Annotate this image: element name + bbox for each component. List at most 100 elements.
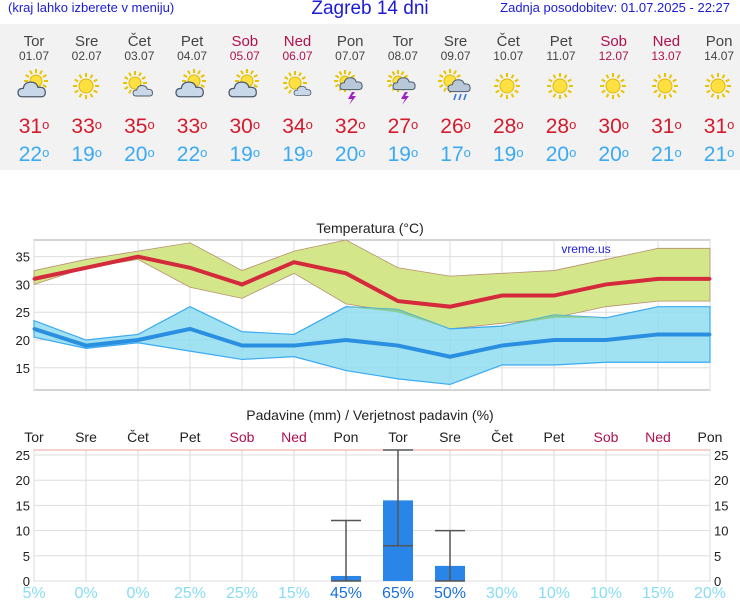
- min-temperature-point: [708, 332, 712, 336]
- day-date: 14.07: [704, 49, 735, 63]
- max-temperature-line: [33, 254, 710, 309]
- min-temperature-point: [396, 344, 400, 348]
- precipitation-x-label: Sre: [439, 429, 461, 445]
- day-name: Ned: [283, 33, 312, 50]
- day-date: 08.07: [387, 49, 418, 63]
- precipitation-x-label: Tor: [388, 429, 408, 445]
- max-temperature-point: [552, 294, 556, 298]
- precipitation-probability: 5%: [22, 585, 45, 600]
- min-temperature: 22o: [18, 143, 50, 166]
- max-temperature: 30o: [229, 115, 261, 138]
- temperature-y-tick: 30: [16, 277, 30, 292]
- sunny-icon: [482, 68, 534, 106]
- day-name: Pon: [705, 33, 733, 50]
- day-name: Pet: [180, 33, 204, 50]
- daily-forecast-strip: Tor 01.07 31o 22o Sre 02.07 33o 19o Čet 03.07 35o 2…: [0, 24, 740, 170]
- min-temperature: 22o: [176, 143, 208, 166]
- day-name: Sre: [443, 33, 468, 50]
- day-column: Ned 06.07 34o 19o: [272, 24, 324, 166]
- max-temperature-point: [604, 282, 608, 286]
- day-column: Pet 04.07 33o 22o: [166, 24, 218, 166]
- precipitation-probability: 10%: [590, 585, 622, 600]
- max-temperature-band: [33, 239, 711, 330]
- precipitation-probability: 45%: [330, 585, 362, 600]
- min-temperature: 21o: [651, 143, 682, 166]
- min-temperature: 20o: [124, 143, 155, 166]
- min-temperature: 19o: [71, 143, 102, 166]
- max-temperature-point: [448, 305, 452, 309]
- precipitation-y-tick-left: 5: [23, 549, 30, 564]
- precipitation-y-tick-right: 25: [714, 448, 728, 463]
- day-column: Pon 07.07 32o 20o: [324, 24, 376, 166]
- min-temperature-line: [33, 326, 710, 359]
- day-date: 02.07: [71, 49, 102, 63]
- temperature-y-tick: 35: [16, 250, 30, 265]
- max-temperature: 31o: [651, 115, 682, 138]
- max-temperature-point: [500, 294, 504, 298]
- day-date: 01.07: [18, 49, 50, 63]
- day-column: Čet 03.07 35o 20o: [113, 24, 165, 166]
- sun-rain-icon: [430, 68, 482, 106]
- sun-cloud-icon: [113, 68, 165, 106]
- day-name: Tor: [23, 33, 45, 50]
- precipitation-x-label: Sob: [230, 429, 255, 445]
- precipitation-y-tick-left: 10: [16, 524, 30, 539]
- max-temperature: 26o: [440, 115, 471, 138]
- precipitation-y-tick-right: 20: [714, 473, 728, 488]
- precipitation-plot-area: [33, 449, 711, 582]
- max-temperature-point: [344, 271, 348, 275]
- max-temperature: 28o: [493, 115, 524, 138]
- precipitation-y-tick-left: 20: [16, 473, 30, 488]
- day-date: 10.07: [493, 49, 524, 63]
- max-temperature: 30o: [598, 115, 629, 138]
- thunderstorm-icon: [324, 68, 376, 106]
- day-name: Sre: [75, 33, 99, 50]
- precipitation-probability: 50%: [434, 585, 466, 600]
- precipitation-x-label: Sob: [594, 429, 619, 445]
- day-column: Pet 11.07 28o 20o: [535, 24, 587, 166]
- precipitation-probability: 30%: [486, 585, 518, 600]
- day-date: 05.07: [229, 49, 260, 63]
- location-hint: (kraj lahko izberete v meniju): [8, 0, 175, 15]
- precipitation-x-label: Sre: [75, 429, 97, 445]
- watermark: vreme.us: [561, 242, 610, 256]
- min-temperature-band: [33, 305, 711, 386]
- page-title: Zagreb 14 dni: [311, 0, 429, 19]
- precipitation-x-label: Pon: [334, 429, 359, 445]
- sunny-icon: [693, 68, 740, 106]
- day-date: 12.07: [598, 49, 629, 63]
- max-temperature-point: [188, 266, 192, 270]
- day-column: Ned 13.07 31o 21o: [640, 24, 692, 166]
- precipitation-probability: 15%: [642, 585, 674, 600]
- partly-cloudy-icon: [166, 68, 218, 106]
- partly-cloudy-icon: [219, 68, 271, 106]
- precipitation-x-label: Pet: [179, 429, 200, 445]
- max-temperature-point: [708, 277, 712, 281]
- min-temperature-point: [84, 344, 88, 348]
- precipitation-x-label: Pet: [543, 429, 564, 445]
- min-temperature: 19o: [229, 143, 261, 166]
- min-temperature-point: [136, 338, 140, 342]
- max-temperature: 35o: [124, 115, 155, 138]
- precipitation-probability: 25%: [174, 585, 206, 600]
- min-temperature-point: [500, 344, 504, 348]
- min-temperature-point: [240, 344, 244, 348]
- max-temperature-point: [396, 299, 400, 303]
- precipitation-chart-title: Padavine (mm) / Verjetnost padavin (%): [246, 407, 493, 423]
- day-date: 11.07: [546, 49, 576, 63]
- min-temperature-point: [32, 327, 36, 331]
- sunny-icon: [640, 68, 692, 106]
- day-date: 13.07: [651, 49, 682, 63]
- precipitation-y-tick-left: 0: [23, 574, 30, 589]
- max-temperature: 34o: [282, 115, 313, 138]
- max-temperature-point: [240, 282, 244, 286]
- day-name: Sob: [231, 33, 259, 50]
- day-column: Tor 08.07 27o 19o: [377, 24, 429, 166]
- max-temperature: 28o: [545, 115, 577, 138]
- day-date: 04.07: [177, 49, 208, 63]
- day-name: Ned: [652, 33, 681, 50]
- min-temperature-point: [604, 338, 608, 342]
- top-bar: (kraj lahko izberete v meniju) Zagreb 14…: [0, 0, 740, 22]
- day-column: Tor 01.07 31o 22o: [8, 24, 60, 166]
- min-temperature: 17o: [440, 143, 471, 166]
